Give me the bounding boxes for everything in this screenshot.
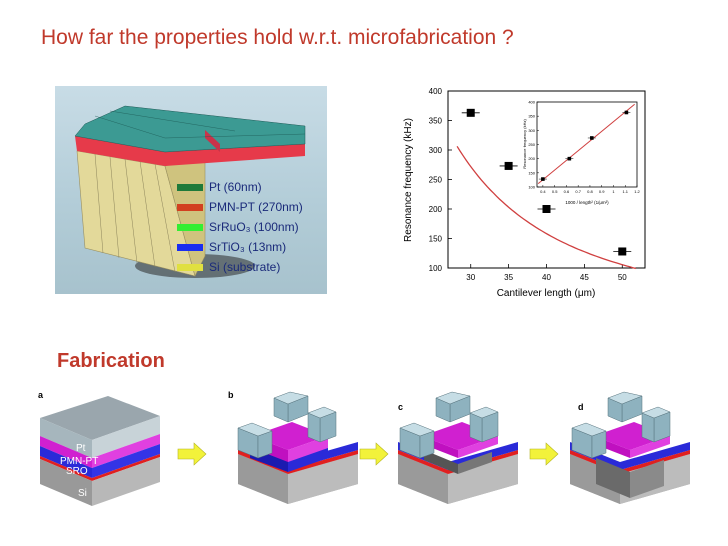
panel-letter-b: b xyxy=(228,390,234,400)
data-point xyxy=(542,205,551,213)
inset-y-tick-label: 100 xyxy=(528,185,535,190)
y-tick-label: 250 xyxy=(429,176,443,185)
inset-x-tick-label: 1.1 xyxy=(622,189,628,194)
data-point xyxy=(466,108,475,117)
fab-panel-c: c xyxy=(398,391,518,504)
inset-chart: 100 150 200 250 300 350 400 0.4 0.5 0.6 0.7 0.8 0.9… xyxy=(522,100,641,206)
legend-srtio3-label: SrTiO₃ (13nm) xyxy=(209,240,287,254)
data-point xyxy=(504,161,513,170)
inset-x-tick-label: 0.8 xyxy=(587,189,593,194)
inset-x-tick-label: 0.9 xyxy=(599,189,605,194)
fit-curve xyxy=(456,145,637,270)
step-arrow-1 xyxy=(177,442,207,466)
fab-panel-d: d xyxy=(570,391,690,504)
x-tick-label: 50 xyxy=(618,273,627,282)
inset-y-tick-label: 150 xyxy=(528,170,535,175)
panel-letter-d: d xyxy=(578,402,584,412)
inset-y-tick-label: 300 xyxy=(528,128,535,133)
step-arrow-3 xyxy=(529,442,559,466)
fab-panel-a: a Pt PMN-PT SRO Si xyxy=(38,390,160,506)
srtio3-swatch xyxy=(177,244,203,252)
inset-y-tick-label: 350 xyxy=(528,114,535,119)
inset-data-point xyxy=(567,156,572,161)
x-tick-label: 45 xyxy=(580,273,589,282)
inset-y-tick-label: 400 xyxy=(528,100,535,105)
inset-x-tick-label: 0.4 xyxy=(540,189,546,194)
inset-y-label: Resonance frequency (kHz) xyxy=(522,119,527,169)
inset-x-tick-label: 0.7 xyxy=(575,189,581,194)
inset-x-tick-label: 1 xyxy=(612,189,615,194)
resonance-frequency-chart: 100 150 200 250 300 350 400 30 35 40 45 50 Resonan… xyxy=(403,87,646,299)
legend-pt-label: Pt (60nm) xyxy=(209,180,262,194)
pt-swatch xyxy=(177,184,203,192)
fabrication-steps: a Pt PMN-PT SRO Si b xyxy=(38,390,690,506)
inset-x-label: 1000 / length² (1/μm²) xyxy=(565,200,609,205)
inset-data-point xyxy=(590,136,594,140)
inset-y-tick-label: 250 xyxy=(528,142,535,147)
fab-panel-b: b xyxy=(228,390,358,504)
panel-letter-c: c xyxy=(398,402,403,412)
x-tick-label: 30 xyxy=(466,273,475,282)
pmn-pt-swatch xyxy=(177,204,203,212)
inset-x-tick-label: 0.5 xyxy=(552,189,558,194)
fabrication-heading: Fabrication xyxy=(57,350,165,372)
inset-x-tick-label: 1.2 xyxy=(634,189,640,194)
step-arrow-2 xyxy=(359,442,389,466)
layer-label-pt: Pt xyxy=(76,443,86,454)
y-tick-label: 200 xyxy=(429,205,443,214)
y-tick-label: 300 xyxy=(429,146,443,155)
legend-pt: Pt (60nm) xyxy=(177,180,262,194)
y-tick-label: 350 xyxy=(429,117,443,126)
inset-fit-line xyxy=(537,103,635,184)
inset-data-point xyxy=(541,177,545,181)
layer-label-sro: SRO xyxy=(66,466,88,477)
legend-srtio3: SrTiO₃ (13nm) xyxy=(177,240,286,254)
y-tick-label: 400 xyxy=(429,87,443,96)
legend-pmn-pt: PMN-PT (270nm) xyxy=(177,200,303,214)
layer-label-si: Si xyxy=(78,488,87,499)
legend-srruo3: SrRuO₃ (100nm) xyxy=(177,220,299,234)
legend-pmn-pt-label: PMN-PT (270nm) xyxy=(209,200,303,214)
x-tick-label: 35 xyxy=(504,273,513,282)
layer-label-pmn-pt: PMN-PT xyxy=(60,456,98,467)
panel-letter-a: a xyxy=(38,390,44,400)
srruo3-swatch xyxy=(177,224,203,232)
data-point xyxy=(618,247,627,256)
slide-title: How far the properties hold w.r.t. micro… xyxy=(41,26,514,49)
x-tick-label: 40 xyxy=(542,273,551,282)
y-tick-label: 100 xyxy=(429,264,443,273)
legend-srruo3-label: SrRuO₃ (100nm) xyxy=(209,220,299,234)
legend-si-label: Si (substrate) xyxy=(209,260,281,274)
si-swatch xyxy=(177,264,203,272)
legend-si: Si (substrate) xyxy=(177,260,280,274)
inset-x-tick-label: 0.6 xyxy=(564,189,570,194)
inset-y-tick-label: 200 xyxy=(528,156,535,161)
y-axis-label: Resonance frequency (kHz) xyxy=(403,118,414,242)
x-axis-label: Cantilever length (μm) xyxy=(497,288,596,299)
inset-data-point xyxy=(624,110,629,115)
cantilever-model-image: Pt (60nm) PMN-PT (270nm) SrRuO₃ (100nm) … xyxy=(55,86,327,294)
y-tick-label: 150 xyxy=(429,235,443,244)
